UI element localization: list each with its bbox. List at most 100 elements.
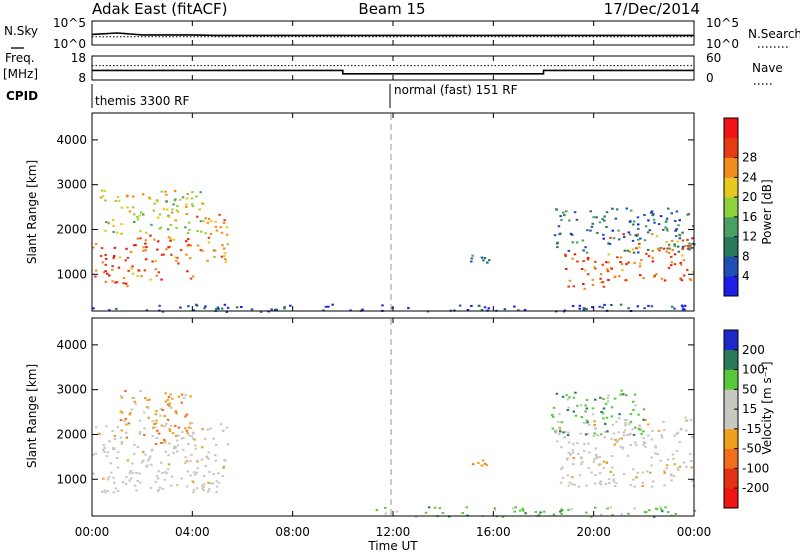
scatter-cell-0 — [112, 257, 115, 259]
scatter-cell-8 — [466, 309, 470, 311]
scatter-cell-1 — [160, 278, 163, 281]
scatter-cell-5 — [609, 506, 612, 509]
scatter-cell-3 — [650, 438, 654, 441]
scatter-cell-3 — [188, 221, 191, 224]
scatter-cell-4 — [558, 429, 562, 431]
scatter-cell-1 — [120, 396, 124, 399]
scatter-cell-0 — [191, 480, 194, 483]
scatter-cell-4 — [471, 254, 474, 257]
scatter-cell-3 — [634, 441, 637, 444]
velocity-y-axis-label: Slant Range [km] — [25, 364, 39, 468]
scatter-cell-4 — [602, 417, 605, 420]
scatter-cell-0 — [116, 489, 120, 492]
scatter-cell-7 — [667, 207, 670, 210]
scatter-cell-6 — [655, 235, 659, 238]
scatter-cell-3 — [131, 195, 135, 198]
scatter-cell-3 — [690, 460, 693, 462]
scatter-cell-2 — [220, 255, 224, 258]
scatter-cell-3 — [162, 208, 166, 211]
scatter-cell-5 — [501, 515, 505, 518]
scatter-cell-4 — [584, 404, 587, 407]
x-tick-label: 00:00 — [75, 525, 110, 539]
scatter-cell-6 — [620, 262, 624, 265]
scatter-cell-0 — [110, 471, 113, 474]
scatter-cell-3 — [635, 444, 638, 447]
scatter-cell-2 — [224, 260, 228, 263]
scatter-cell-7 — [611, 229, 614, 232]
scatter-cell-5 — [648, 509, 651, 512]
scatter-cell-6 — [628, 250, 632, 253]
scatter-cell-0 — [225, 426, 229, 429]
scatter-cell-3 — [632, 468, 635, 471]
scatter-cell-0 — [208, 488, 211, 491]
scatter-cell-5 — [384, 506, 387, 509]
scatter-cell-2 — [220, 231, 224, 234]
scatter-cell-3 — [126, 194, 129, 197]
scatter-cell-1 — [189, 244, 192, 247]
scatter-cell-0 — [167, 454, 170, 457]
scatter-cell-3 — [566, 474, 570, 477]
scatter-cell-6 — [652, 276, 656, 278]
y-tick-label: 1000 — [56, 472, 87, 486]
scatter-cell-1 — [156, 429, 159, 432]
y-tick-label: 4000 — [56, 338, 87, 352]
scatter-cell-3 — [568, 481, 572, 484]
velocity-colorbar-tick-label: -50 — [742, 442, 762, 456]
velocity-colorbar-tick-label: 100 — [742, 363, 765, 377]
scatter-cell-7 — [632, 223, 635, 226]
velocity-colorbar-swatch — [724, 409, 738, 430]
scatter-cell-0 — [175, 439, 179, 442]
scatter-cell-6 — [676, 240, 680, 243]
scatter-cell-3 — [558, 426, 561, 429]
scatter-cell-5 — [605, 261, 608, 264]
scatter-cell-5 — [537, 513, 541, 516]
scatter-cell-4 — [555, 429, 558, 432]
scatter-cell-0 — [155, 475, 159, 478]
scatter-cell-3 — [651, 430, 654, 432]
scatter-cell-3 — [185, 197, 189, 200]
scatter-cell-7 — [643, 214, 646, 216]
scatter-cell-0 — [102, 271, 106, 274]
freq-line — [92, 69, 694, 75]
power-colorbar-tick-label: 20 — [742, 190, 757, 204]
scatter-cell-1 — [160, 442, 163, 444]
scatter-cell-0 — [189, 474, 192, 477]
scatter-cell-4 — [574, 414, 578, 417]
scatter-cell-3 — [685, 465, 688, 468]
scatter-cell-3 — [663, 429, 666, 432]
velocity-colorbar-label: Velocity [m s⁻¹] — [760, 361, 774, 454]
scatter-cell-3 — [599, 480, 603, 483]
scatter-cell-5 — [599, 277, 602, 280]
scatter-cell-3 — [592, 435, 595, 438]
scatter-cell-0 — [182, 436, 185, 439]
scatter-cell-3 — [613, 443, 616, 446]
scatter-cell-8 — [513, 305, 516, 308]
scatter-cell-3 — [120, 206, 124, 209]
scatter-cell-1 — [154, 260, 157, 263]
scatter-cell-3 — [593, 424, 596, 426]
power-colorbar-tick-label: 24 — [742, 170, 757, 184]
scatter-cell-0 — [206, 428, 210, 431]
scatter-cell-1 — [175, 412, 178, 415]
scatter-cell-3 — [586, 433, 590, 435]
scatter-cell-8 — [216, 306, 220, 309]
scatter-cell-0 — [149, 455, 152, 458]
scatter-cell-7 — [675, 228, 678, 231]
scatter-cell-0 — [122, 282, 125, 285]
scatter-cell-4 — [585, 419, 589, 422]
scatter-cell-4 — [610, 406, 614, 409]
scatter-cell-3 — [145, 231, 148, 234]
scatter-cell-6 — [616, 256, 619, 259]
scatter-cell-2 — [206, 221, 210, 224]
scatter-cell-3 — [678, 441, 681, 444]
scatter-cell-3 — [609, 471, 613, 473]
scatter-cell-8 — [636, 305, 640, 308]
scatter-cell-3 — [608, 482, 611, 484]
scatter-cell-0 — [209, 427, 212, 430]
scatter-cell-5 — [521, 507, 524, 510]
scatter-cell-3 — [594, 447, 598, 450]
scatter-cell-3 — [107, 222, 111, 225]
scatter-cell-7 — [659, 215, 663, 218]
scatter-cell-0 — [190, 435, 193, 438]
velocity-colorbar-tick-label: 15 — [742, 402, 757, 416]
